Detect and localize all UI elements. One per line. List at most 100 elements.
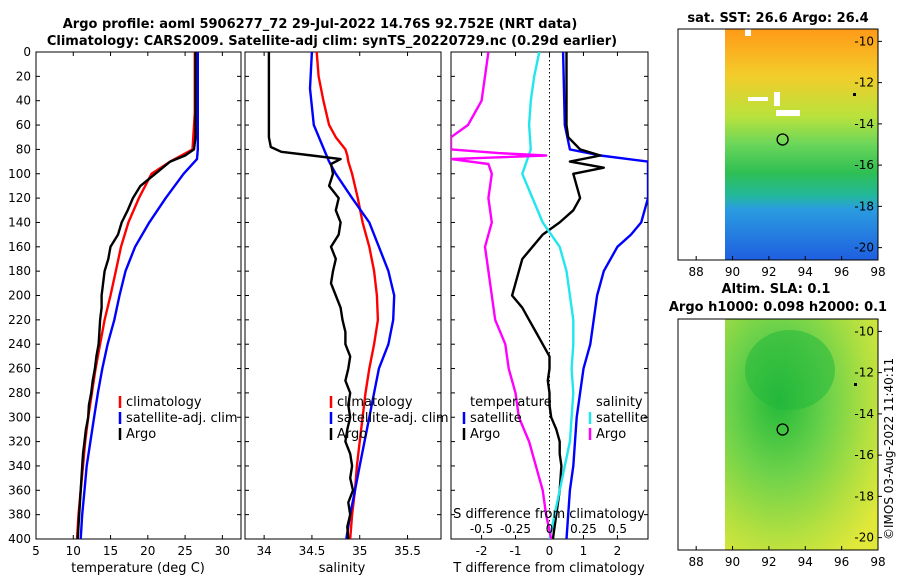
temperature-axes <box>35 51 242 540</box>
sst-missing-patch <box>745 29 751 36</box>
s-difference-label: S difference from climatology <box>453 507 645 522</box>
legend-climatology: climatology <box>126 395 202 410</box>
sst-missing-patch <box>776 110 800 116</box>
map-x-tick-label: 96 <box>834 555 849 569</box>
x-tick-label: 2 <box>614 544 622 558</box>
sla-low-region <box>745 330 835 410</box>
y-tick-label: 20 <box>16 69 31 83</box>
salinity-panel: 34 34.5 35 35.5 salinity climatology satell… <box>244 51 449 576</box>
legend-satellite: satellite-adj. clim <box>337 411 449 426</box>
sst-field <box>725 29 878 260</box>
series-line-climatology <box>315 52 380 539</box>
y-tick-label: 400 <box>8 532 31 546</box>
y-tick-label: 80 <box>16 142 31 156</box>
sst-map-title: sat. SST: 26.6 Argo: 26.4 <box>687 11 868 26</box>
y-tick-label: 260 <box>8 362 31 376</box>
x-tick-label: 1 <box>580 544 588 558</box>
map-y-tick-label: -14 <box>854 117 874 131</box>
temperature-xlabel: temperature (deg C) <box>71 561 205 576</box>
sla-map-axes <box>677 318 879 551</box>
legend-temperature-title: temperature <box>470 395 552 410</box>
map-y-tick-label: -20 <box>854 531 874 545</box>
series-line-argo <box>76 52 197 539</box>
y-tick-label: 120 <box>8 191 31 205</box>
s-tick-label: -0.25 <box>500 522 531 536</box>
legend-argo: Argo <box>337 427 367 442</box>
y-tick-label: 100 <box>8 167 31 181</box>
map-x-tick-label: 88 <box>689 555 704 569</box>
s-tick-label: 0.25 <box>570 522 597 536</box>
y-tick-label: 380 <box>8 508 31 522</box>
sla-marker-dot <box>854 383 857 386</box>
salinity-axes <box>244 51 442 540</box>
y-tick-label: 300 <box>8 410 31 424</box>
x-tick-label: 34.5 <box>299 544 326 558</box>
map-x-tick-label: 94 <box>798 265 813 279</box>
y-tick-label: 180 <box>8 264 31 278</box>
map-x-tick-label: 92 <box>761 555 776 569</box>
map-x-tick-label: 96 <box>834 265 849 279</box>
series-line-satellite-adj-clim <box>79 52 200 539</box>
map-y-tick-label: -12 <box>854 76 874 90</box>
y-tick-label: 340 <box>8 459 31 473</box>
sst-map: sat. SST: 26.6 Argo: 26.4 88 90 92 94 96 98 -1… <box>677 11 886 279</box>
map-y-tick-label: -14 <box>854 407 874 421</box>
t-difference-xlabel: T difference from climatology <box>452 561 645 576</box>
x-tick-label: 34 <box>256 544 271 558</box>
salinity-legend: climatology satellite-adj. clim Argo <box>329 395 449 442</box>
map-y-tick-label: -16 <box>854 448 874 462</box>
map-x-tick-label: 90 <box>725 555 740 569</box>
x-tick-label: 35 <box>352 544 367 558</box>
map-y-tick-label: -20 <box>854 241 874 255</box>
credit-text: ©IMOS 03-Aug-2022 11:40:11 <box>882 358 896 540</box>
y-tick-label: 240 <box>8 337 31 351</box>
legend-satellite: satellite-adj. clim <box>126 411 238 426</box>
legend-climatology: climatology <box>337 395 413 410</box>
legend-s-argo: Argo <box>596 427 626 442</box>
sst-map-axes <box>677 28 879 261</box>
map-y-tick-label: -10 <box>854 34 874 48</box>
y-tick-label: 60 <box>16 118 31 132</box>
series-line-s-argo <box>451 52 553 539</box>
map-y-tick-label: -18 <box>854 489 874 503</box>
sst-marker-dot <box>853 93 856 96</box>
sst-missing-patch <box>774 92 780 106</box>
x-tick-label: 5 <box>32 544 40 558</box>
s-tick-label: 0.5 <box>608 522 627 536</box>
s-tick-label: -0.5 <box>470 522 493 536</box>
difference-legend-right: salinity satellite Argo <box>588 395 648 442</box>
series-line-t-satellite <box>561 52 648 539</box>
legend-t-argo: Argo <box>470 427 500 442</box>
y-tick-label: 220 <box>8 313 31 327</box>
map-x-tick-label: 94 <box>798 555 813 569</box>
y-tick-label: 280 <box>8 386 31 400</box>
x-tick-label: 15 <box>103 544 118 558</box>
x-tick-label: 25 <box>177 544 192 558</box>
legend-salinity-title: salinity <box>596 395 643 410</box>
y-tick-label: 360 <box>8 483 31 497</box>
map-x-tick-label: 90 <box>725 265 740 279</box>
x-tick-label: 10 <box>66 544 81 558</box>
y-tick-label: 140 <box>8 215 31 229</box>
difference-legend-left: temperature satellite Argo <box>462 395 552 442</box>
series-line-argo <box>267 52 355 539</box>
x-tick-label: 30 <box>215 544 230 558</box>
y-tick-label: 160 <box>8 240 31 254</box>
title-line1: Argo profile: aoml 5906277_72 29-Jul-202… <box>63 17 578 32</box>
temperature-legend: climatology satellite-adj. clim Argo <box>118 395 238 442</box>
map-x-tick-label: 92 <box>761 265 776 279</box>
map-y-tick-label: -16 <box>854 158 874 172</box>
argo-float-marker <box>776 133 789 146</box>
x-tick-label: 0 <box>546 544 554 558</box>
x-tick-label: -1 <box>510 544 522 558</box>
series-line-climatology <box>75 52 197 539</box>
argo-float-marker <box>776 423 789 436</box>
series-line-s-satellite <box>521 52 575 539</box>
map-x-tick-label: 98 <box>870 555 885 569</box>
legend-t-satellite: satellite <box>470 411 522 426</box>
map-y-tick-label: -12 <box>854 366 874 380</box>
y-tick-label: 320 <box>8 435 31 449</box>
legend-s-satellite: satellite <box>596 411 648 426</box>
series-line-t-argo <box>510 52 605 539</box>
